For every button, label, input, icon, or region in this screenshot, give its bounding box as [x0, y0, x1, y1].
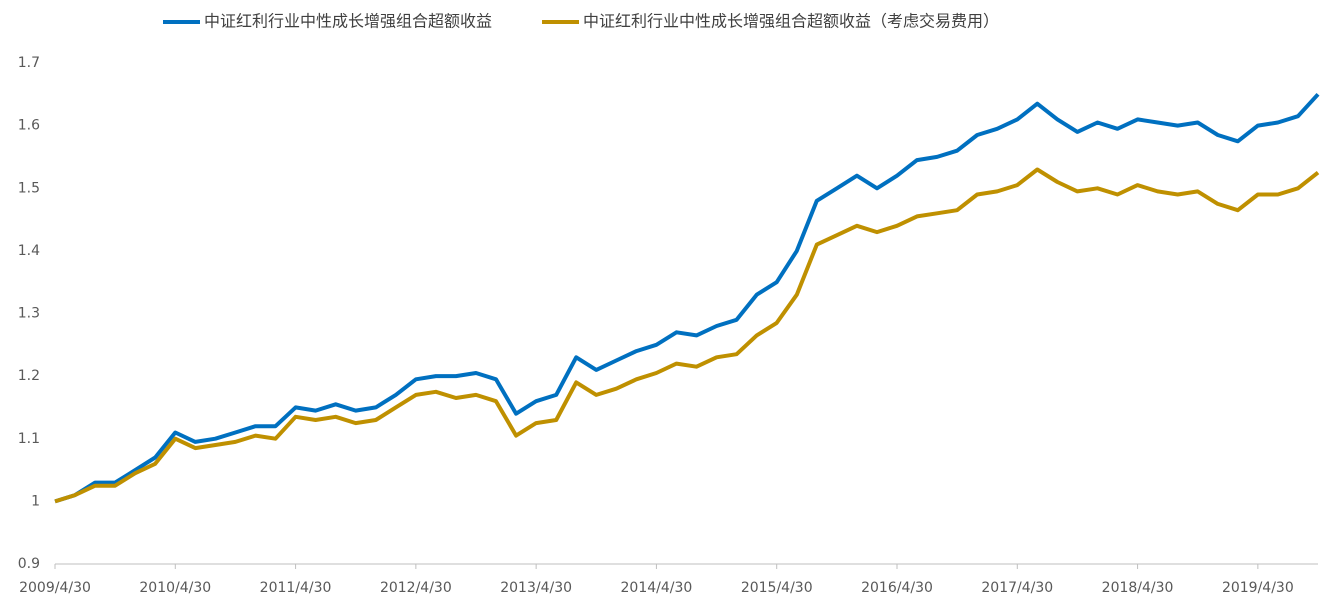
series-line — [54, 167, 1320, 504]
legend-label: 中证红利行业中性成长增强组合超额收益 — [204, 12, 492, 31]
x-tick-label: 2010/4/30 — [139, 580, 211, 596]
y-tick-label: 0.9 — [18, 556, 40, 572]
x-tick-label: 2009/4/30 — [19, 580, 91, 596]
y-tick-label: 1.3 — [18, 306, 40, 322]
y-tick-label: 1.7 — [18, 55, 40, 71]
x-tick-label: 2015/4/30 — [741, 580, 813, 596]
x-tick-label: 2019/4/30 — [1222, 580, 1294, 596]
y-tick-label: 1 — [31, 493, 40, 509]
y-tick-label: 1.6 — [18, 118, 40, 134]
legend-label: 中证红利行业中性成长增强组合超额收益（考虑交易费用） — [583, 12, 999, 31]
x-tick-label: 2012/4/30 — [380, 580, 452, 596]
x-tick-label: 2014/4/30 — [621, 580, 693, 596]
x-tick-label: 2018/4/30 — [1102, 580, 1174, 596]
x-tick-label: 2013/4/30 — [500, 580, 572, 596]
y-tick-label: 1.4 — [18, 243, 40, 259]
y-tick-label: 1.1 — [18, 431, 40, 447]
series-line — [54, 92, 1320, 504]
x-tick-label: 2011/4/30 — [260, 580, 332, 596]
x-tick-label: 2017/4/30 — [981, 580, 1053, 596]
y-tick-label: 1.2 — [18, 368, 40, 384]
y-tick-label: 1.5 — [18, 180, 40, 196]
x-tick-label: 2016/4/30 — [861, 580, 933, 596]
